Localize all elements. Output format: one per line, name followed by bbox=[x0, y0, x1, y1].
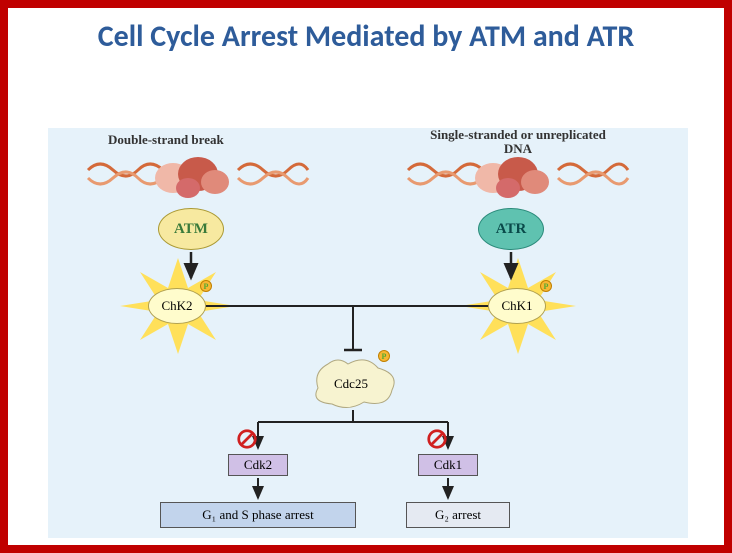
title-text: Cell Cycle Arrest Mediated by ATM and AT… bbox=[98, 18, 634, 55]
page-title: Cell Cycle Arrest Mediated by ATM and AT… bbox=[8, 8, 724, 55]
connectors bbox=[48, 128, 688, 538]
prohibit-cdk2-icon bbox=[236, 428, 258, 450]
prohibit-cdk1-icon bbox=[426, 428, 448, 450]
slide-frame: Cell Cycle Arrest Mediated by ATM and AT… bbox=[0, 0, 732, 553]
diagram-canvas: Double-strand break Single-stranded or u… bbox=[48, 128, 688, 538]
